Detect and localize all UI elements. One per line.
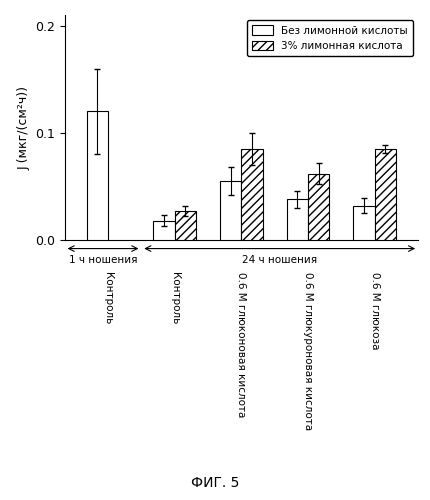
Text: 0.6 М глюкуроновая кислота: 0.6 М глюкуроновая кислота	[302, 272, 312, 430]
Y-axis label: J (мкг/(см²ч)): J (мкг/(см²ч))	[18, 86, 31, 170]
Legend: Без лимонной кислоты, 3% лимонная кислота: Без лимонной кислоты, 3% лимонная кислот…	[246, 20, 412, 57]
Bar	[219, 181, 241, 240]
Text: Контроль: Контроль	[103, 272, 113, 324]
Text: 0.6 М глюконовая кислота: 0.6 М глюконовая кислота	[236, 272, 246, 418]
Bar	[353, 206, 374, 240]
Bar	[286, 200, 307, 240]
Bar	[174, 211, 196, 240]
Text: ФИГ. 5: ФИГ. 5	[191, 476, 239, 490]
Text: 0.6 М глюкоза: 0.6 М глюкоза	[369, 272, 379, 349]
Text: Контроль: Контроль	[169, 272, 179, 324]
Bar	[153, 220, 174, 240]
Text: 1 ч ношения: 1 ч ношения	[68, 255, 137, 265]
Bar	[86, 112, 108, 240]
Bar	[374, 149, 395, 240]
Text: 24 ч ношения: 24 ч ношения	[242, 255, 316, 265]
Bar	[307, 174, 329, 240]
Bar	[241, 149, 262, 240]
